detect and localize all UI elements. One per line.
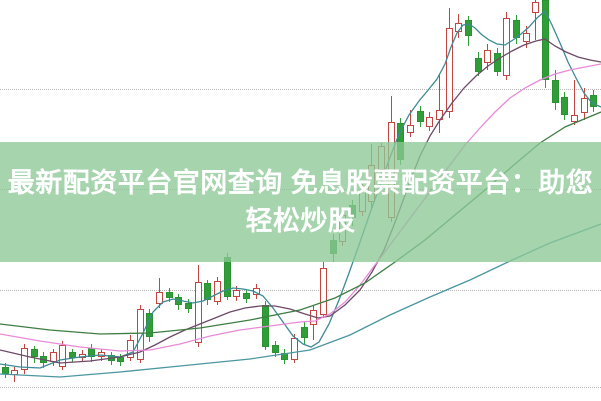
- candle-up: [503, 18, 511, 76]
- candle-down: [30, 349, 38, 357]
- candle-up: [426, 117, 434, 127]
- candle-up: [435, 110, 443, 120]
- candle-down: [117, 357, 125, 362]
- candle-up: [522, 33, 530, 42]
- candle-down: [561, 97, 569, 115]
- candle-up: [320, 268, 327, 315]
- candle-down: [416, 111, 424, 122]
- candle-down: [1, 367, 9, 374]
- candle-up: [155, 292, 163, 304]
- candle-wick: [574, 80, 575, 125]
- candle-up: [532, 2, 540, 13]
- ma-mid-purple: [0, 38, 601, 364]
- candle-down: [204, 283, 212, 300]
- candle-up: [445, 28, 453, 112]
- candle-up: [59, 345, 67, 367]
- gridline: [0, 89, 601, 90]
- candle-down: [464, 20, 472, 36]
- candle-down: [551, 80, 559, 103]
- candle-down: [165, 292, 173, 298]
- candle-up: [213, 281, 221, 302]
- banner-text-line-1: 最新配资平台官网查询 免息股票配资平台：助您: [7, 168, 594, 198]
- candle-up: [20, 348, 28, 370]
- candle-up: [136, 309, 144, 360]
- candle-wick: [409, 110, 411, 137]
- gridline: [0, 290, 601, 291]
- candle-down: [242, 293, 250, 299]
- candle-down: [474, 58, 482, 72]
- candle-up: [291, 338, 299, 360]
- candle-up: [406, 125, 414, 133]
- candle-wick: [438, 75, 440, 133]
- candle-down: [271, 345, 279, 353]
- candle-up: [233, 290, 241, 297]
- candle-up: [127, 340, 134, 358]
- candle-up: [194, 282, 202, 343]
- candle-down: [300, 327, 308, 338]
- candle-down: [184, 303, 192, 309]
- candle-up: [580, 98, 588, 113]
- candle-up: [484, 50, 492, 63]
- gridline: [0, 387, 601, 388]
- promo-banner-overlay: 最新配资平台官网查询 免息股票配资平台：助您 轻松炒股: [0, 142, 601, 262]
- banner-text-line-2: 轻松炒股: [245, 206, 356, 236]
- candle-up: [571, 115, 578, 122]
